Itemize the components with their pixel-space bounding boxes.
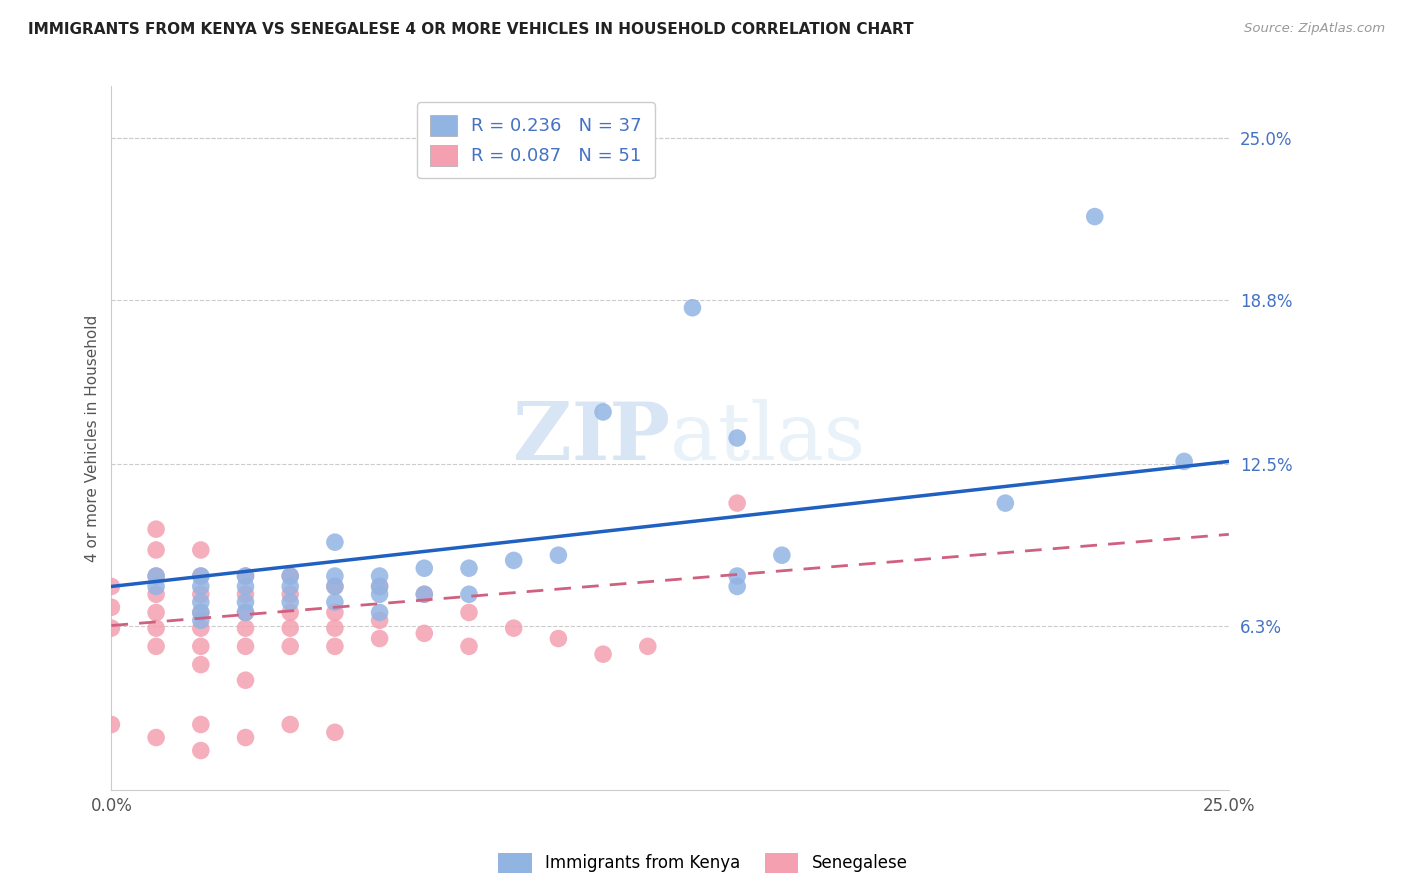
Point xyxy=(458,606,481,620)
Point xyxy=(1084,210,1107,224)
Point xyxy=(145,579,167,593)
Point xyxy=(190,579,212,593)
Text: ZIP: ZIP xyxy=(513,399,671,477)
Point xyxy=(190,717,212,731)
Point xyxy=(235,606,257,620)
Point xyxy=(592,647,614,661)
Point xyxy=(235,579,257,593)
Point xyxy=(278,640,301,654)
Y-axis label: 4 or more Vehicles in Household: 4 or more Vehicles in Household xyxy=(86,314,100,562)
Point xyxy=(368,579,391,593)
Point xyxy=(235,640,257,654)
Point xyxy=(190,606,212,620)
Point xyxy=(323,725,346,739)
Point xyxy=(145,606,167,620)
Point xyxy=(235,731,257,745)
Point xyxy=(190,569,212,583)
Point xyxy=(235,621,257,635)
Point xyxy=(278,569,301,583)
Point xyxy=(323,606,346,620)
Point xyxy=(190,543,212,558)
Point xyxy=(368,587,391,601)
Point xyxy=(458,640,481,654)
Point xyxy=(235,595,257,609)
Point xyxy=(145,569,167,583)
Point xyxy=(100,600,122,615)
Point xyxy=(278,621,301,635)
Point xyxy=(502,621,524,635)
Legend: Immigrants from Kenya, Senegalese: Immigrants from Kenya, Senegalese xyxy=(492,847,914,880)
Point xyxy=(502,553,524,567)
Point xyxy=(413,587,436,601)
Point xyxy=(458,587,481,601)
Point xyxy=(770,548,793,562)
Point xyxy=(323,579,346,593)
Point xyxy=(190,621,212,635)
Point xyxy=(235,569,257,583)
Point xyxy=(100,579,122,593)
Point xyxy=(190,613,212,627)
Point xyxy=(682,301,704,315)
Point xyxy=(278,606,301,620)
Point xyxy=(368,569,391,583)
Point xyxy=(190,587,212,601)
Point xyxy=(413,587,436,601)
Point xyxy=(190,606,212,620)
Point xyxy=(547,632,569,646)
Point xyxy=(323,579,346,593)
Point xyxy=(725,569,748,583)
Point xyxy=(323,640,346,654)
Point xyxy=(100,717,122,731)
Point xyxy=(547,548,569,562)
Point xyxy=(413,561,436,575)
Point xyxy=(278,569,301,583)
Text: IMMIGRANTS FROM KENYA VS SENEGALESE 4 OR MORE VEHICLES IN HOUSEHOLD CORRELATION : IMMIGRANTS FROM KENYA VS SENEGALESE 4 OR… xyxy=(28,22,914,37)
Point xyxy=(145,587,167,601)
Text: atlas: atlas xyxy=(671,399,865,477)
Point xyxy=(323,621,346,635)
Point xyxy=(323,595,346,609)
Point xyxy=(323,569,346,583)
Point xyxy=(190,657,212,672)
Point xyxy=(145,621,167,635)
Point xyxy=(323,535,346,549)
Point xyxy=(725,579,748,593)
Point xyxy=(190,595,212,609)
Point xyxy=(637,640,659,654)
Point xyxy=(368,606,391,620)
Point xyxy=(278,587,301,601)
Point xyxy=(725,496,748,510)
Point xyxy=(145,569,167,583)
Point xyxy=(368,579,391,593)
Point xyxy=(235,673,257,688)
Point xyxy=(100,621,122,635)
Point xyxy=(145,522,167,536)
Point xyxy=(190,569,212,583)
Point xyxy=(368,632,391,646)
Legend: R = 0.236   N = 37, R = 0.087   N = 51: R = 0.236 N = 37, R = 0.087 N = 51 xyxy=(418,103,655,178)
Point xyxy=(278,595,301,609)
Point xyxy=(994,496,1017,510)
Text: Source: ZipAtlas.com: Source: ZipAtlas.com xyxy=(1244,22,1385,36)
Point xyxy=(145,543,167,558)
Point xyxy=(145,640,167,654)
Point xyxy=(458,561,481,575)
Point xyxy=(368,613,391,627)
Point xyxy=(1173,454,1195,468)
Point xyxy=(413,626,436,640)
Point xyxy=(190,640,212,654)
Point xyxy=(235,569,257,583)
Point xyxy=(592,405,614,419)
Point xyxy=(278,717,301,731)
Point xyxy=(725,431,748,445)
Point xyxy=(190,743,212,757)
Point xyxy=(235,606,257,620)
Point xyxy=(145,731,167,745)
Point xyxy=(278,579,301,593)
Point xyxy=(235,587,257,601)
